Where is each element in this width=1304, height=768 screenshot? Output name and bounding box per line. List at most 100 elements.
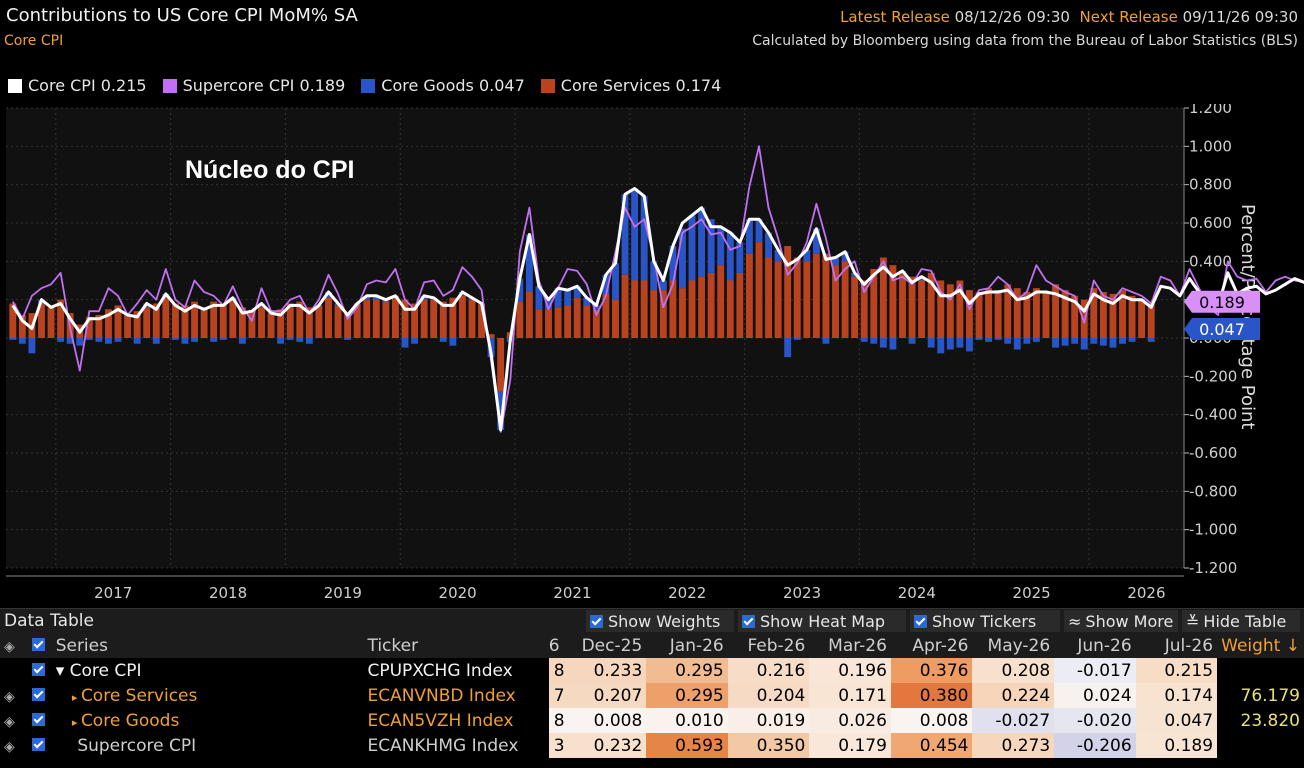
bar-core-goods (1061, 338, 1069, 346)
value-cell: 0.273 (972, 733, 1055, 758)
bar-core-goods (707, 219, 715, 273)
bar-core-services (1119, 290, 1126, 338)
bar-core-goods (238, 338, 246, 344)
bar-core-services (1042, 292, 1050, 338)
bar-core-goods (210, 338, 218, 342)
ticker-cell: CPUPXCHG Index (367, 660, 513, 681)
column-header-cut: 6 (548, 633, 565, 658)
legend-item-core-cpi[interactable]: Core CPI 0.215 (8, 76, 147, 95)
y-tick-label: 0.600 (1189, 214, 1232, 232)
value-cell: 0.196 (809, 658, 891, 683)
series-name[interactable]: ▾ Core CPI (52, 658, 364, 683)
bar-core-goods (133, 338, 141, 344)
weight-cell: 23.820 (1240, 710, 1300, 731)
show-tickers-toggle[interactable]: Show Tickers (910, 610, 1060, 632)
legend-label: Core Goods (381, 76, 474, 95)
table-row[interactable]: ◈ Supercore CPI ECANKHMG Index 3 0.232 0… (0, 733, 1304, 758)
row-menu-icon[interactable]: ◈ (4, 713, 15, 730)
row-checkbox[interactable] (28, 733, 52, 758)
bar-core-goods (1119, 338, 1126, 344)
bar-core-goods (105, 338, 112, 344)
bar-core-services (918, 280, 926, 338)
header: Contributions to US Core CPI MoM% SA Cor… (0, 0, 1304, 58)
bar-core-services (860, 280, 868, 338)
bar-core-goods (1071, 338, 1079, 344)
column-header-month[interactable]: Jan-26 (646, 633, 728, 658)
row-menu-icon[interactable]: ◈ (4, 738, 15, 755)
select-all-checkbox[interactable] (27, 633, 52, 658)
bar-core-services (1138, 299, 1146, 338)
bar-core-services (124, 315, 132, 338)
x-tick-label: 2025 (1013, 584, 1051, 602)
bar-core-services (47, 307, 55, 338)
series-name[interactable]: ▸ Core Services (52, 683, 364, 708)
column-header-month[interactable]: Jul-26 (1135, 633, 1218, 658)
legend-label: Core CPI (28, 76, 96, 95)
column-header-weight[interactable]: Weight ↓ (1217, 633, 1304, 658)
bar-core-services (774, 261, 782, 338)
bar-core-goods (774, 249, 782, 262)
legend-value: 0.047 (478, 76, 525, 95)
row-checkbox[interactable] (28, 658, 52, 683)
row-menu-spacer (0, 658, 28, 683)
column-header-month[interactable]: Feb-26 (727, 633, 810, 658)
bar-core-services (200, 309, 208, 338)
legend-item-supercore-cpi[interactable]: Supercore CPI 0.189 (162, 76, 345, 95)
column-header-month[interactable]: Mar-26 (809, 633, 891, 658)
legend-item-core-goods[interactable]: Core Goods 0.047 (361, 76, 525, 95)
table-header-row: ◈ Series Ticker 6 Dec-25 Jan-26 Feb-26 M… (0, 633, 1304, 658)
table-row[interactable]: ◈ ▸ Core Services ECANVNBD Index 7 0.207… (0, 683, 1304, 708)
column-header-month[interactable]: Apr-26 (890, 633, 973, 658)
bar-core-goods (401, 338, 409, 348)
chart-subtitle: Core CPI (4, 33, 64, 49)
bar-core-services (458, 295, 466, 338)
bar-core-services (545, 309, 552, 338)
settings-diamond-icon[interactable]: ◈ (0, 633, 28, 658)
expand-caret-icon: ▸ (71, 690, 81, 704)
bar-core-goods (1023, 338, 1031, 344)
row-checkbox[interactable] (28, 683, 52, 708)
value-cell: 0.224 (972, 683, 1055, 708)
weight-cell: 76.179 (1240, 685, 1300, 706)
legend-item-core-services[interactable]: Core Services 0.174 (540, 76, 721, 95)
column-header-series[interactable]: Series (51, 633, 364, 658)
column-header-month[interactable]: Jun-26 (1054, 633, 1136, 658)
column-header-month[interactable]: May-26 (972, 633, 1055, 658)
bar-core-services (669, 280, 677, 338)
value-cell: 0.008 (890, 708, 973, 733)
value-cell: 0.010 (646, 708, 728, 733)
column-header-ticker[interactable]: Ticker (363, 633, 549, 658)
bar-core-services (1023, 292, 1031, 338)
show-more-button[interactable]: ≈ Show More (1064, 610, 1178, 632)
bar-core-goods (602, 274, 610, 294)
value-cell: 0.376 (890, 658, 973, 683)
table-row[interactable]: ▾ Core CPI CPUPXCHG Index 8 0.233 0.295 … (0, 658, 1304, 683)
bar-core-goods (1080, 338, 1088, 350)
bar-core-services (363, 299, 371, 338)
show-heat-map-toggle[interactable]: Show Heat Map (738, 610, 906, 632)
bar-core-services (870, 269, 878, 338)
hide-table-button[interactable]: ≚ Hide Table (1182, 610, 1300, 632)
chart-plot[interactable]: 1.2001.0000.8000.6000.4000.2000.000-0.20… (0, 104, 1304, 608)
bar-core-goods (191, 338, 198, 342)
row-checkbox[interactable] (28, 708, 52, 733)
y-tick-label: 0.400 (1189, 252, 1232, 270)
bar-core-goods (171, 338, 179, 340)
value-cell: 0.047 (1135, 708, 1218, 733)
bar-core-goods (765, 232, 772, 258)
bar-core-services (487, 334, 495, 338)
table-row[interactable]: ◈ ▸ Core Goods ECAN5VZH Index 8 0.008 0.… (0, 708, 1304, 733)
row-menu-icon[interactable]: ◈ (4, 688, 15, 705)
last-value-tag (1184, 290, 1260, 313)
bar-core-services (592, 309, 600, 338)
bar-core-goods (411, 338, 419, 344)
bar-core-goods (1004, 338, 1012, 344)
bar-core-services (573, 297, 581, 338)
column-header-month[interactable]: Dec-25 (564, 633, 647, 658)
bar-core-services (210, 301, 218, 338)
series-name[interactable]: ▸ Core Goods (52, 708, 364, 733)
series-name[interactable]: Supercore CPI (52, 733, 364, 758)
data-table-label: Data Table (4, 611, 94, 631)
bar-core-goods (583, 297, 591, 306)
show-weights-toggle[interactable]: Show Weights (586, 610, 734, 632)
